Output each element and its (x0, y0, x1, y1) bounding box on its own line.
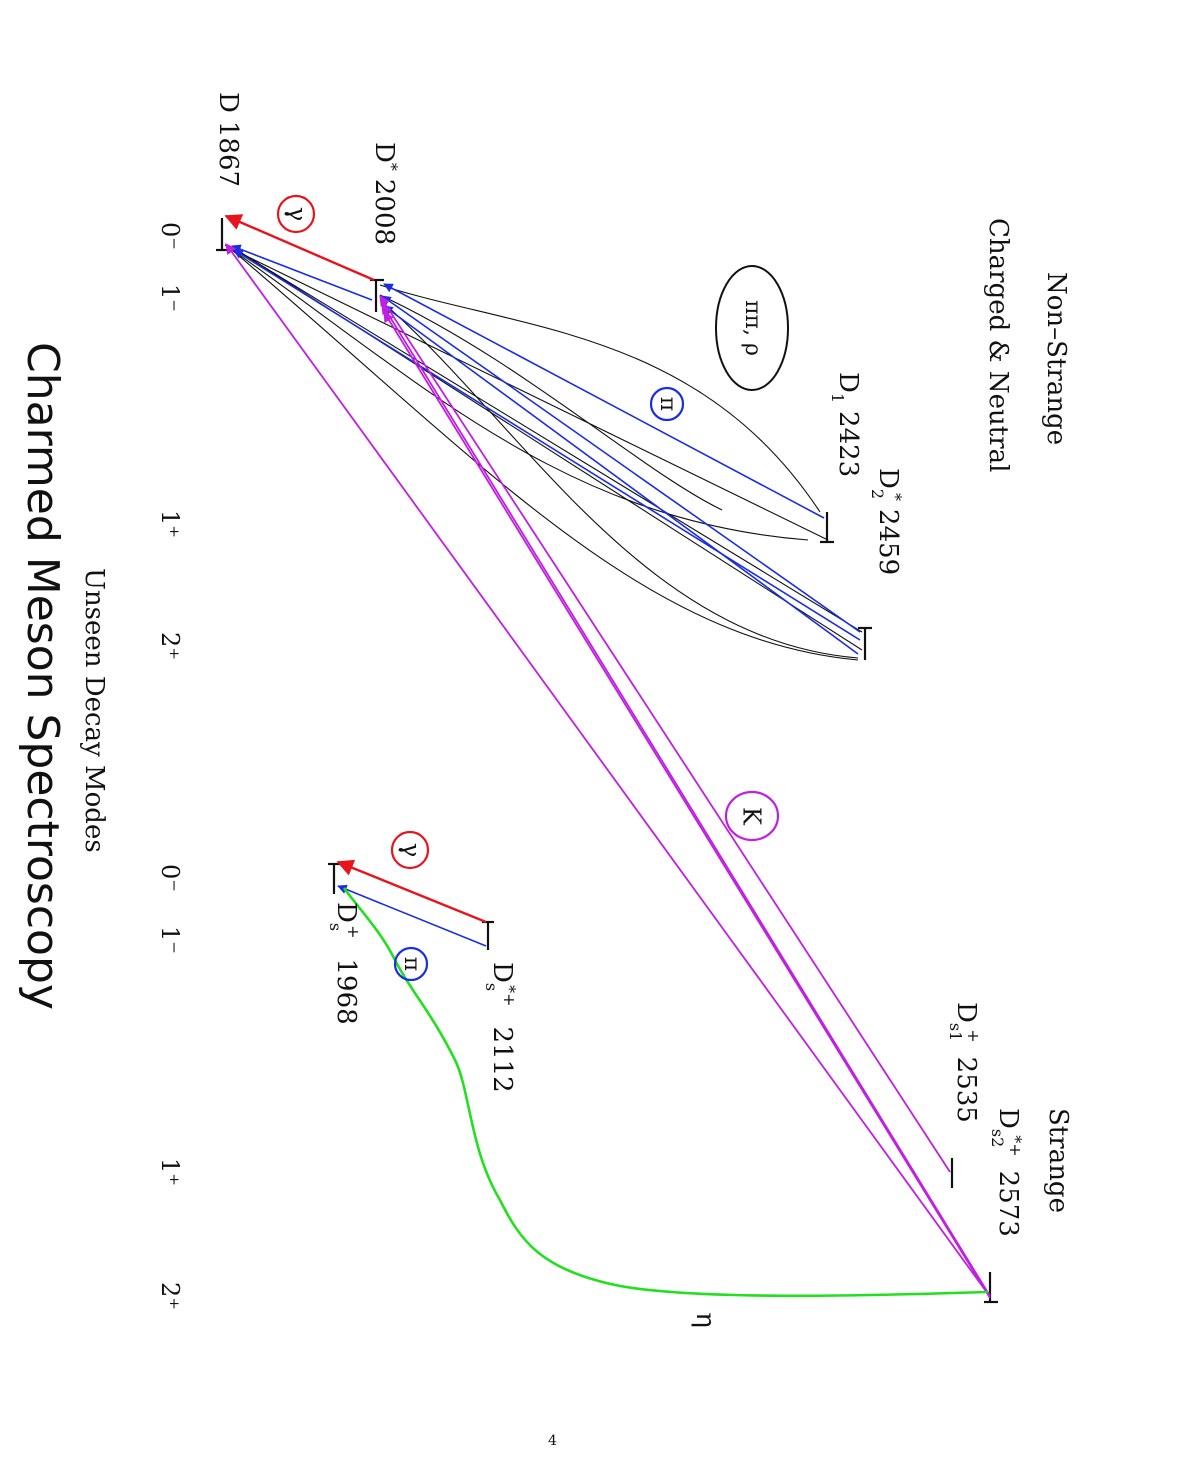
state-label-Ds: Ds+1968 (326, 902, 363, 1025)
jp-labels-left: 0⁻ 1⁻ 1⁺ 2⁺ (156, 222, 184, 660)
jp-label: 2⁺ (156, 632, 184, 660)
level-D2star-2459 (858, 626, 872, 660)
level-Ds2star-2573 (984, 1272, 998, 1304)
svg-text:γ: γ (284, 207, 312, 221)
pion-decays-nonstrange (231, 244, 861, 655)
svg-text:D*2008: D*2008 (369, 142, 401, 245)
page-number: 4 (548, 1433, 557, 1449)
main-title: Charmed Meson Spectroscopy (17, 342, 68, 1010)
gamma-decays (224, 214, 487, 924)
state-label-Ds2star: Ds2*+2573 (988, 1108, 1025, 1237)
state-label-Ds1: Ds1+2535 (946, 1002, 983, 1123)
pipi-rho-decays (224, 244, 863, 661)
svg-text:π: π (655, 397, 680, 411)
jp-label: 2⁺ (156, 1282, 184, 1310)
jp-label: 0⁻ (156, 222, 184, 250)
header-nonstrange-line1: Non–Strange (1041, 272, 1071, 445)
state-label-D: D1867 (213, 92, 243, 187)
level-Ds-1968 (328, 862, 342, 894)
jp-label: 1⁺ (156, 510, 184, 538)
kaon-decays (225, 243, 991, 1299)
svg-text:γ: γ (398, 843, 426, 857)
pion-label-strange: π (393, 946, 429, 982)
jp-label: 1⁻ (156, 926, 184, 954)
header-nonstrange-line2: Charged & Neutral (983, 218, 1013, 473)
eta-decay (342, 887, 989, 1298)
svg-text:D12423: D12423 (828, 372, 863, 477)
state-label-Dstar: D*2008 (369, 142, 401, 245)
state-label-Dsstar: Ds*+2112 (482, 962, 519, 1093)
pion-decay-strange (337, 884, 487, 947)
svg-text:D1867: D1867 (213, 92, 243, 187)
svg-text:ππ, ρ: ππ, ρ (740, 300, 765, 356)
pipi-rho-label: ππ, ρ (715, 265, 789, 391)
jp-label: 1⁻ (156, 284, 184, 312)
svg-text:Ds1+2535: Ds1+2535 (946, 1002, 983, 1123)
jp-label: 1⁺ (156, 1158, 184, 1186)
state-label-D2star: D2*2459 (868, 468, 905, 575)
level-D1-2423 (820, 512, 834, 544)
svg-text:π: π (399, 957, 424, 971)
svg-text:Ds2*+2573: Ds2*+2573 (988, 1108, 1025, 1237)
svg-text:K: K (738, 807, 766, 826)
gamma-label-strange: γ (390, 830, 430, 870)
gamma-label-nonstrange: γ (276, 194, 316, 234)
jp-label: 0⁻ (156, 864, 184, 892)
svg-text:Ds*+2112: Ds*+2112 (482, 962, 519, 1093)
state-label-D1: D12423 (828, 372, 863, 477)
subtitle-unseen-decay-modes: Unseen Decay Modes (79, 568, 109, 853)
eta-label: η (690, 1312, 720, 1328)
jp-labels-right: 0⁻ 1⁻ 1⁺ 2⁺ (156, 864, 184, 1310)
header-strange: Strange (1043, 1108, 1073, 1213)
svg-text:η: η (690, 1312, 720, 1328)
energy-levels (216, 218, 998, 1304)
svg-text:D2*2459: D2*2459 (868, 468, 905, 575)
pion-label-nonstrange: π (649, 386, 685, 422)
kaon-label: K (724, 790, 780, 842)
svg-text:Ds+1968: Ds+1968 (326, 902, 363, 1025)
